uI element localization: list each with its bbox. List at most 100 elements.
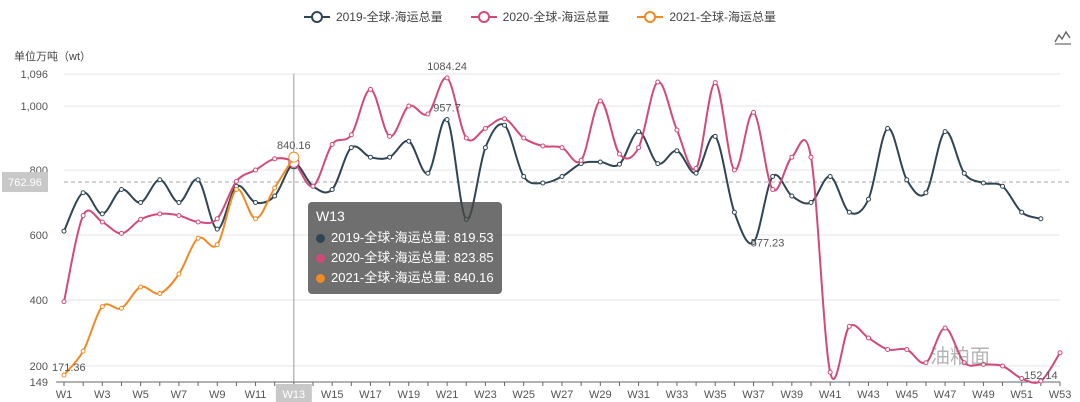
- data-point: [521, 135, 527, 141]
- legend-label: 2019-全球-海运总量: [335, 10, 443, 24]
- data-point: [1019, 209, 1025, 215]
- legend-label: 2020-全球-海运总量: [502, 10, 610, 24]
- y-tick-label: 1,096: [20, 69, 48, 81]
- x-tick-label: W21: [436, 389, 459, 401]
- data-point: [636, 129, 642, 135]
- data-point: [712, 80, 718, 86]
- tooltip-row: 2021-全球-海运总量: 840.16: [316, 268, 494, 288]
- data-point: [616, 151, 622, 157]
- data-point: [406, 103, 412, 109]
- x-tick-label: W49: [972, 389, 995, 401]
- data-point: [597, 98, 603, 104]
- data-point: [980, 180, 986, 186]
- y-tick-label: 1,000: [20, 101, 48, 113]
- data-point: [463, 135, 469, 141]
- x-tick-label: W13: [283, 389, 306, 401]
- tooltip-row: 2020-全球-海运总量: 823.85: [316, 248, 494, 268]
- data-point: [885, 347, 891, 352]
- legend-label: 2021-全球-海运总量: [669, 10, 777, 24]
- y-marker-label: 762.96: [8, 177, 42, 189]
- data-point: [693, 165, 699, 171]
- tooltip-row-text: 2019-全球-海运总量: 819.53: [331, 230, 494, 245]
- data-point: [80, 348, 86, 354]
- data-label: 577.23: [751, 237, 785, 249]
- y-axis-unit-label: 单位万吨（wt）: [14, 51, 91, 63]
- x-tick-label: W3: [94, 389, 111, 401]
- legend-line-icon: [470, 10, 497, 23]
- data-point: [61, 372, 67, 378]
- legend-item-2019[interactable]: 2019-全球-海运总量: [303, 8, 443, 25]
- data-point: [980, 361, 986, 367]
- data-point: [80, 213, 86, 218]
- data-point: [502, 122, 508, 128]
- x-tick-label: W39: [781, 389, 804, 401]
- data-point: [846, 323, 852, 329]
- y-tick-label: 400: [30, 295, 48, 307]
- data-point: [674, 148, 680, 154]
- data-point: [808, 154, 814, 160]
- data-point: [176, 200, 182, 205]
- data-point: [214, 242, 220, 248]
- data-point: [502, 116, 508, 122]
- data-point: [99, 304, 105, 310]
- data-point: [214, 216, 220, 222]
- data-point: [348, 145, 354, 151]
- tooltip-row-text: 2020-全球-海运总量: 823.85: [331, 250, 494, 265]
- data-point: [482, 145, 488, 151]
- data-label: 1084.24: [427, 61, 467, 73]
- data-point: [80, 190, 86, 196]
- data-point: [1057, 350, 1063, 356]
- legend-item-2021[interactable]: 2021-全球-海运总量: [637, 8, 776, 25]
- data-point: [195, 235, 201, 241]
- data-point: [885, 125, 891, 131]
- data-point: [904, 347, 910, 352]
- tooltip: W13 2019-全球-海运总量: 819.53 2020-全球-海运总量: 8…: [308, 202, 502, 294]
- data-point: [425, 111, 431, 117]
- data-point: [655, 161, 661, 167]
- data-point: [846, 209, 852, 215]
- data-point: [233, 178, 239, 184]
- data-point: [770, 187, 776, 192]
- x-tick-label: W43: [857, 389, 880, 401]
- series-line-2: [63, 156, 295, 376]
- x-tick-label: W27: [551, 389, 574, 401]
- line-chart-tool-icon[interactable]: [1054, 30, 1072, 46]
- data-point: [176, 213, 182, 218]
- data-point: [865, 335, 871, 341]
- data-point: [923, 360, 929, 366]
- data-point: [961, 170, 967, 176]
- data-point: [616, 161, 622, 167]
- x-tick-label: W33: [666, 389, 689, 401]
- data-point: [751, 109, 757, 115]
- data-point: [559, 174, 565, 179]
- data-point: [288, 151, 300, 163]
- legend: 2019-全球-海运总量 2020-全球-海运总量 2021-全球-海运总量: [0, 8, 1080, 25]
- data-point: [329, 141, 335, 147]
- data-label: 957.7: [433, 103, 461, 115]
- tooltip-title: W13: [316, 208, 345, 224]
- data-point: [1000, 363, 1006, 369]
- data-point: [444, 117, 450, 123]
- x-tick-label: W45: [895, 389, 918, 401]
- data-point: [578, 157, 584, 163]
- data-point: [253, 200, 259, 205]
- data-point: [138, 200, 144, 205]
- series-line-1: [63, 76, 1061, 384]
- data-point: [367, 154, 373, 160]
- y-tick-label: 200: [30, 361, 48, 373]
- data-point: [1038, 378, 1044, 384]
- legend-line-icon: [637, 10, 664, 23]
- data-point: [272, 185, 278, 191]
- data-point: [636, 145, 642, 151]
- data-point: [195, 177, 201, 183]
- legend-item-2020[interactable]: 2020-全球-海运总量: [470, 8, 610, 25]
- data-point: [789, 193, 795, 199]
- x-tick-label: W47: [934, 389, 957, 401]
- data-point: [118, 230, 124, 236]
- data-point: [1019, 376, 1025, 382]
- data-label: 840.16: [277, 140, 311, 152]
- data-point: [1000, 183, 1006, 189]
- watermark: 油粕面: [930, 346, 990, 368]
- data-point: [387, 133, 393, 139]
- x-tick-label: W23: [474, 389, 497, 401]
